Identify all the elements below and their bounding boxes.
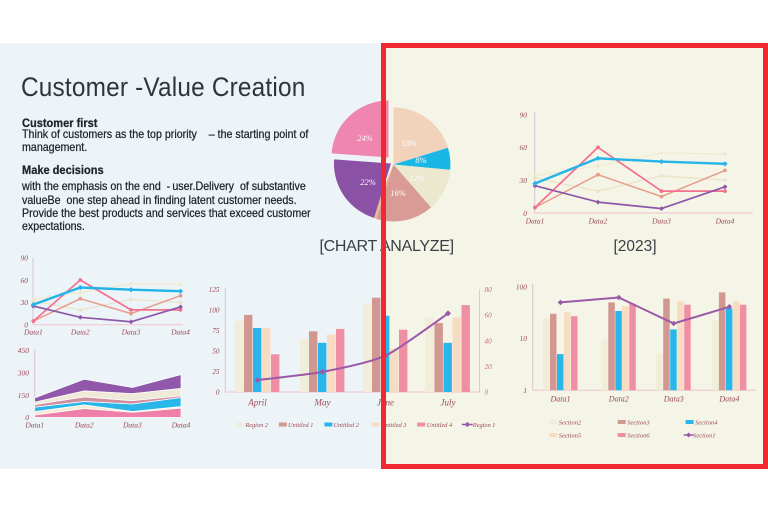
svg-text:Data2: Data2 bbox=[70, 328, 90, 337]
svg-text:Data1: Data1 bbox=[24, 421, 44, 430]
svg-text:300: 300 bbox=[17, 369, 30, 378]
svg-text:90: 90 bbox=[520, 110, 528, 119]
svg-text:450: 450 bbox=[18, 346, 30, 355]
svg-text:0: 0 bbox=[216, 389, 220, 397]
svg-text:Data3: Data3 bbox=[663, 395, 684, 404]
svg-text:Region 1: Region 1 bbox=[472, 422, 496, 429]
svg-text:Data2: Data2 bbox=[588, 217, 608, 226]
svg-text:60: 60 bbox=[21, 276, 29, 285]
svg-text:20: 20 bbox=[485, 363, 493, 371]
svg-text:April: April bbox=[247, 398, 267, 408]
svg-text:150: 150 bbox=[18, 391, 30, 400]
svg-text:Section1: Section1 bbox=[693, 433, 715, 440]
svg-text:16%: 16% bbox=[390, 188, 406, 198]
svg-text:Section5: Section5 bbox=[559, 433, 582, 440]
svg-text:May: May bbox=[314, 398, 331, 408]
svg-text:22%: 22% bbox=[360, 177, 376, 187]
svg-text:40: 40 bbox=[485, 337, 493, 345]
svg-text:25: 25 bbox=[212, 368, 220, 376]
svg-text:Data1: Data1 bbox=[23, 328, 43, 337]
svg-text:Data4: Data4 bbox=[718, 395, 739, 404]
svg-text:Section6: Section6 bbox=[627, 433, 650, 440]
svg-text:30: 30 bbox=[20, 298, 29, 307]
svg-text:1: 1 bbox=[523, 386, 527, 395]
svg-text:10: 10 bbox=[520, 334, 528, 343]
svg-text:0: 0 bbox=[25, 413, 29, 422]
svg-text:24%: 24% bbox=[357, 133, 373, 143]
svg-text:Section3: Section3 bbox=[627, 420, 650, 427]
svg-text:12%: 12% bbox=[409, 173, 425, 183]
svg-text:Data2: Data2 bbox=[608, 395, 629, 404]
svg-text:Data4: Data4 bbox=[170, 328, 190, 337]
svg-text:Section2: Section2 bbox=[559, 420, 582, 427]
svg-text:Data2: Data2 bbox=[74, 421, 94, 430]
svg-text:0: 0 bbox=[485, 389, 489, 397]
svg-text:8%: 8% bbox=[415, 155, 426, 165]
svg-text:30: 30 bbox=[519, 176, 528, 185]
svg-text:60: 60 bbox=[485, 312, 493, 320]
svg-text:Untitled 1: Untitled 1 bbox=[288, 422, 313, 429]
svg-text:100: 100 bbox=[209, 307, 220, 315]
svg-text:Data1: Data1 bbox=[550, 395, 571, 404]
svg-text:Untitled 4: Untitled 4 bbox=[427, 422, 452, 429]
svg-text:Data4: Data4 bbox=[715, 217, 735, 226]
svg-text:50: 50 bbox=[212, 348, 220, 356]
svg-text:80: 80 bbox=[485, 286, 493, 294]
svg-text:60: 60 bbox=[520, 143, 528, 152]
svg-text:Data3: Data3 bbox=[122, 421, 142, 430]
svg-text:Data4: Data4 bbox=[171, 421, 191, 430]
svg-text:Untitled 2: Untitled 2 bbox=[334, 422, 360, 429]
svg-text:Region 2: Region 2 bbox=[244, 422, 268, 429]
svg-text:75: 75 bbox=[212, 327, 220, 335]
svg-text:0: 0 bbox=[24, 321, 28, 330]
svg-text:Data3: Data3 bbox=[651, 217, 671, 226]
svg-text:Data1: Data1 bbox=[525, 217, 545, 226]
svg-text:18%: 18% bbox=[401, 138, 417, 148]
svg-text:Section4: Section4 bbox=[695, 420, 718, 427]
svg-text:125: 125 bbox=[209, 286, 220, 294]
svg-text:100: 100 bbox=[516, 282, 528, 291]
svg-text:90: 90 bbox=[21, 253, 29, 262]
svg-text:Untitled 3: Untitled 3 bbox=[381, 422, 406, 429]
svg-text:Data3: Data3 bbox=[121, 328, 141, 337]
svg-text:July: July bbox=[441, 398, 456, 408]
svg-text:0: 0 bbox=[523, 209, 527, 218]
